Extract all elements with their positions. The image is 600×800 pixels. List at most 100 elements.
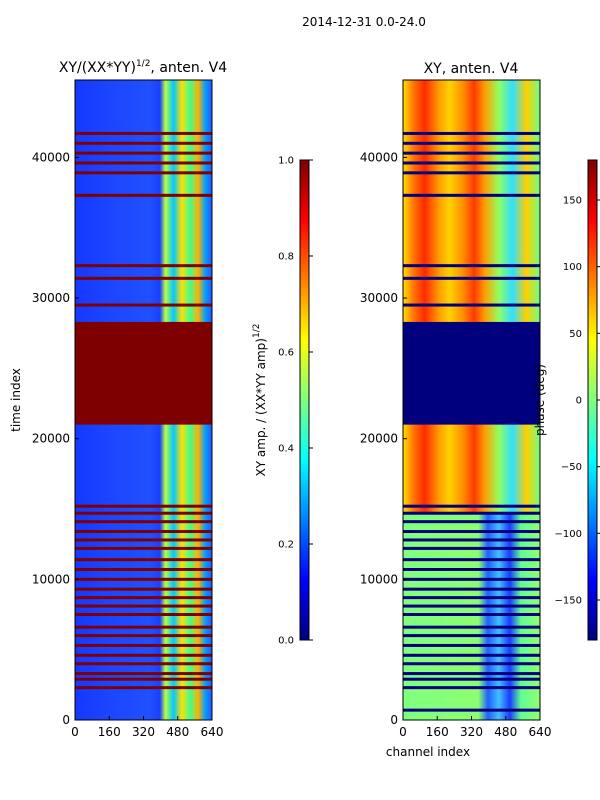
phase-flagged-row: [403, 634, 540, 638]
phase-flagged-row: [403, 530, 540, 534]
amp-flagged-row: [75, 686, 212, 690]
colorbar-tick-label: −150: [555, 596, 582, 607]
phase-flagged-row: [403, 587, 540, 591]
colorbar-tick-label: 50: [569, 329, 582, 340]
amp-flagged-row: [75, 653, 212, 657]
phase-flagged-row: [403, 520, 540, 524]
phase-y-tick-label: 10000: [360, 572, 398, 586]
phase-y-tick-label: 30000: [360, 291, 398, 305]
amp-flagged-row: [75, 511, 212, 515]
amp-flagged-row: [75, 613, 212, 617]
phase-x-tick-label: 320: [460, 725, 483, 739]
phase-x-tick-label: 160: [426, 725, 449, 739]
amp-flagged-row: [75, 672, 212, 676]
amp-flagged-row: [75, 587, 212, 591]
phase-flagged-row: [403, 662, 540, 666]
phase-x-axis: 0 160 320 480 640: [399, 716, 551, 739]
phase-colorbar: phase (deg) 150 100 50 0 −50 −100 −150: [533, 159, 600, 641]
amp-x-tick-label: 0: [71, 725, 79, 739]
colorbar-tick-label: 1.0: [278, 156, 294, 167]
amp-flagged-row: [75, 567, 212, 571]
amp-flagged-block: [75, 321, 212, 425]
phase-title: XY, anten. V4: [424, 61, 519, 77]
phase-flagged-row: [403, 577, 540, 581]
phase-y-axis: 0 10000 20000 30000 40000: [360, 150, 407, 727]
phase-colorbar-gradient: [587, 159, 598, 641]
phase-y-tick-label: 0: [390, 713, 398, 727]
amp-x-tick-label: 160: [98, 725, 121, 739]
colorbar-tick-label: 100: [563, 262, 582, 273]
amp-flagged-row: [75, 504, 212, 508]
amp-flagged-row: [75, 625, 212, 629]
amp-title: XY/(XX*YY)1/2, anten. V4: [59, 59, 227, 76]
phase-flagged-row: [403, 161, 540, 165]
amp-flagged-row: [75, 596, 212, 600]
phase-flagged-row: [403, 264, 540, 268]
colorbar-tick-label: 0: [576, 396, 582, 407]
suptitle: 2014-12-31 0.0-24.0: [302, 15, 426, 29]
phase-flagged-row: [403, 131, 540, 135]
phase-flagged-row: [403, 643, 540, 647]
colorbar-tick-label: 0.8: [278, 252, 294, 263]
amp-flagged-row: [75, 171, 212, 175]
amp-panel: XY/(XX*YY)1/2, anten. V4 0 160 320 480 640 0…: [9, 59, 227, 739]
amp-colorbar: 0.0 0.2 0.4 0.6 0.8 1.0 XY amp. / (XX*YY amp)…: [252, 156, 313, 647]
amp-y-tick-label: 10000: [32, 572, 70, 586]
amp-flagged-row: [75, 643, 212, 647]
colorbar-tick-label: 0.0: [278, 636, 294, 647]
amp-flagged-row: [75, 577, 212, 581]
phase-panel: XY, anten. V4 0 160 320 480 640 0 10000 20000 3…: [360, 61, 552, 759]
phase-heatmap-upper: [403, 80, 540, 512]
colorbar-tick-label: 0.2: [278, 540, 294, 551]
phase-flagged-row: [403, 613, 540, 617]
phase-flagged-row: [403, 193, 540, 197]
phase-flagged-row: [403, 546, 540, 550]
phase-flagged-block: [403, 321, 540, 425]
colorbar-tick-label: 150: [563, 196, 582, 207]
amp-y-label: time index: [9, 368, 23, 432]
phase-flagged-row: [403, 276, 540, 280]
phase-y-tick-label: 20000: [360, 432, 398, 446]
amp-x-tick-label: 480: [166, 725, 189, 739]
amp-flagged-row: [75, 276, 212, 280]
amp-flagged-rows: [75, 131, 212, 690]
colorbar-tick-label: −100: [555, 529, 582, 540]
phase-flagged-row: [403, 151, 540, 155]
phase-flagged-row: [403, 604, 540, 608]
amp-flagged-row: [75, 662, 212, 666]
amp-x-axis: 0 160 320 480 640: [71, 716, 223, 739]
phase-flagged-row: [403, 141, 540, 145]
amp-flagged-row: [75, 131, 212, 135]
amp-colorbar-label: XY amp. / (XX*YY amp)1/2: [252, 324, 268, 477]
amp-x-tick-label: 640: [201, 725, 224, 739]
colorbar-tick-label: 0.6: [278, 348, 294, 359]
phase-flagged-row: [403, 596, 540, 600]
amp-flagged-row: [75, 538, 212, 542]
phase-flagged-row: [403, 504, 540, 508]
phase-flagged-row: [403, 677, 540, 681]
phase-flagged-row: [403, 653, 540, 657]
phase-flagged-row: [403, 511, 540, 515]
phase-x-tick-label: 0: [399, 725, 407, 739]
phase-flagged-row: [403, 686, 540, 690]
amp-flagged-row: [75, 151, 212, 155]
phase-flagged-row: [403, 558, 540, 562]
phase-flagged-row: [403, 672, 540, 676]
amp-flagged-row: [75, 546, 212, 550]
amp-flagged-row: [75, 264, 212, 268]
phase-flagged-row: [403, 171, 540, 175]
amp-flagged-row: [75, 303, 212, 307]
amp-flagged-row: [75, 604, 212, 608]
amp-y-tick-label: 0: [62, 713, 70, 727]
phase-x-label: channel index: [386, 745, 470, 759]
phase-flagged-rows: [403, 131, 540, 712]
amp-colorbar-gradient: [299, 159, 310, 641]
colorbar-tick-label: 0.4: [278, 444, 294, 455]
phase-x-tick-label: 640: [529, 725, 552, 739]
amp-y-tick-label: 40000: [32, 150, 70, 164]
amp-flagged-row: [75, 141, 212, 145]
phase-flagged-row: [403, 708, 540, 712]
phase-flagged-row: [403, 625, 540, 629]
amp-flagged-row: [75, 161, 212, 165]
phase-flagged-row: [403, 567, 540, 571]
